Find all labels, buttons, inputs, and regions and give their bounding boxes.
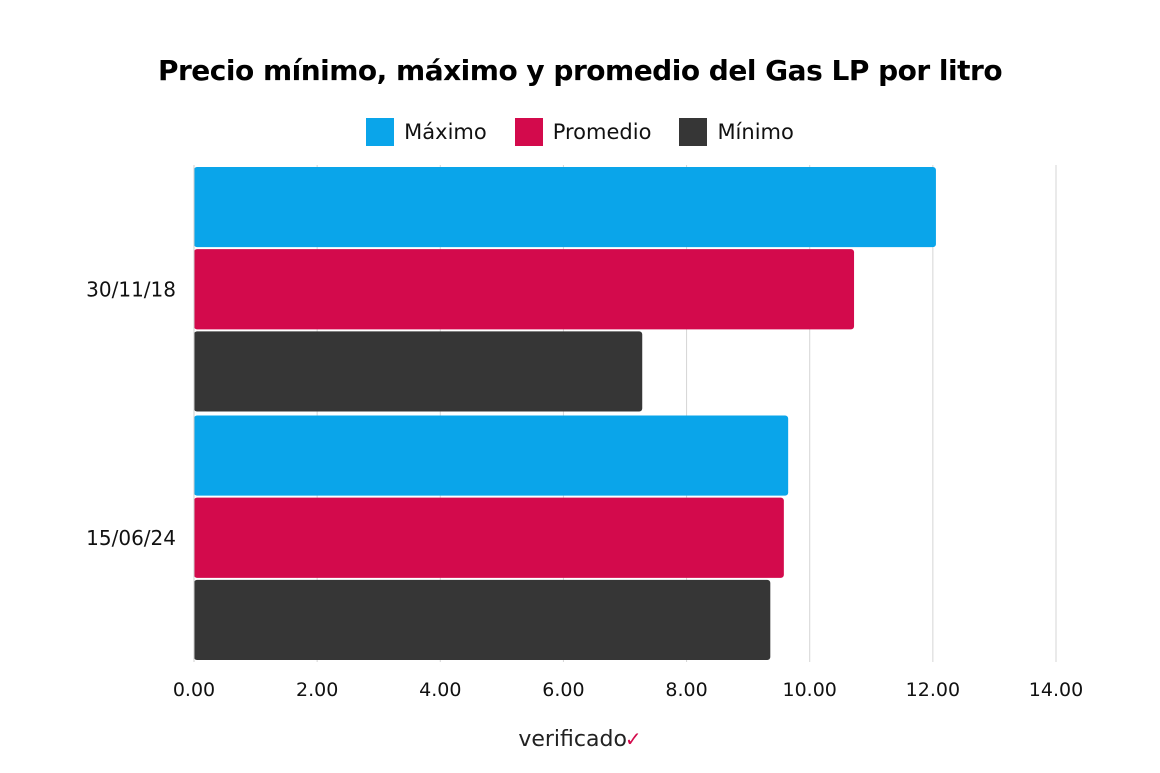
brand-text: verificado [518,727,627,752]
legend-swatch-maximo [366,118,395,146]
legend-item-maximo: Máximo [366,118,487,146]
bar [194,497,784,578]
chart-title: Precio mínimo, máximo y promedio del Gas… [157,54,1003,87]
bar [194,415,789,496]
legend-item-minimo: Mínimo [679,118,794,146]
x-tick-label: 8.00 [665,679,707,701]
x-tick-label: 4.00 [419,679,461,701]
x-tick-label: 12.00 [906,679,960,701]
legend-swatch-promedio [514,118,543,146]
bar [194,331,643,412]
x-tick-label: 10.00 [783,679,837,701]
bar [194,167,936,248]
bar [194,579,771,660]
legend-label-promedio: Promedio [552,120,652,144]
y-category-label: 30/11/18 [86,277,176,301]
x-tick-label: 6.00 [542,679,584,701]
legend-label-maximo: Máximo [404,120,487,144]
x-tick-label: 0.00 [173,679,215,701]
y-category-label: 15/06/24 [86,526,176,550]
bar [194,249,855,330]
legend-item-promedio: Promedio [514,118,652,146]
x-tick-label: 14.00 [1029,679,1083,701]
legend-label-minimo: Mínimo [717,120,794,144]
check-icon: ✓ [624,727,642,751]
chart-legend: Máximo Promedio Mínimo [0,118,1160,146]
brand-logo: verificado✓ [0,727,1160,752]
legend-swatch-minimo [679,118,708,146]
x-tick-label: 2.00 [296,679,338,701]
